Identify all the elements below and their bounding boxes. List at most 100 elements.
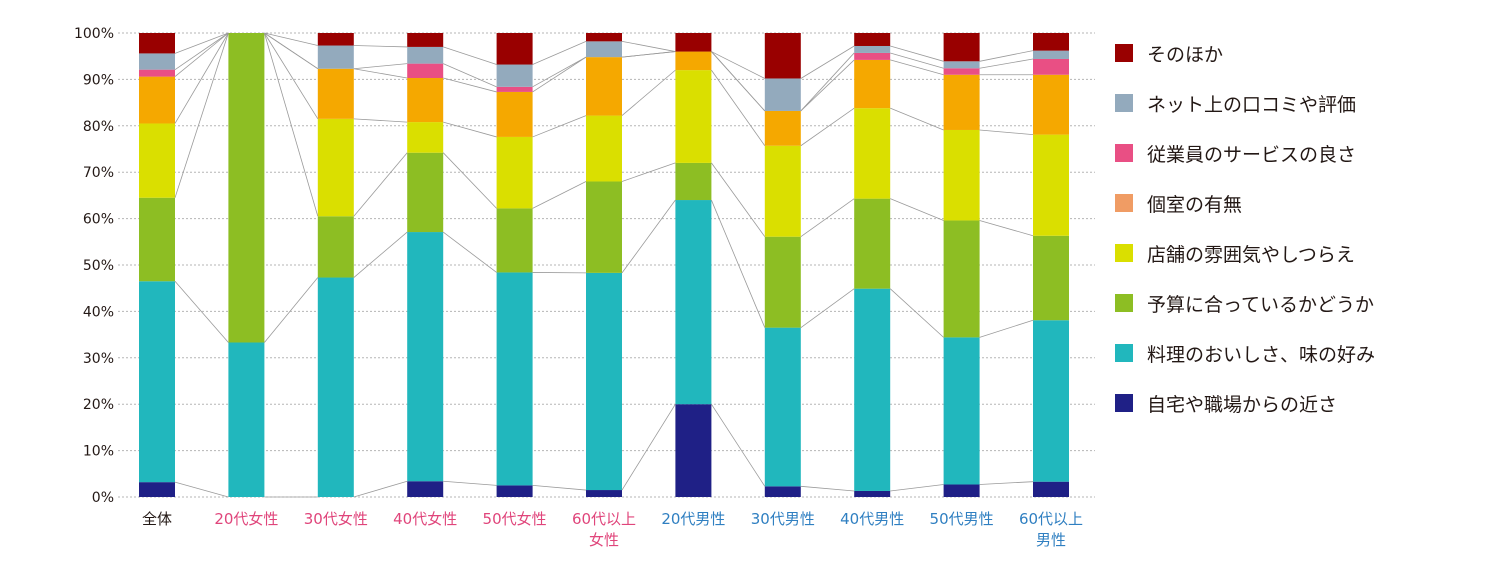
bar-segment-4-s0 — [497, 485, 533, 497]
bar-segment-3-s7 — [407, 33, 443, 47]
connector-0-4 — [175, 33, 228, 77]
connector-8-4 — [890, 60, 943, 75]
bar-segment-8-orange — [854, 60, 890, 108]
connector-5-3 — [622, 70, 675, 115]
legend-item-atmosphere: 店舗の雰囲気やしつらえ — [1115, 228, 1495, 278]
bar-segment-2-s2 — [318, 216, 354, 277]
connector-5-1 — [622, 200, 675, 273]
bar-segment-8-s2 — [854, 199, 890, 289]
connector-8-3 — [890, 108, 943, 130]
bar-segment-5-s1 — [586, 273, 622, 490]
bar-segment-7-s3 — [765, 146, 801, 237]
bar-segment-8-s1 — [854, 289, 890, 491]
connector-4-0 — [533, 485, 586, 490]
bar-segment-4-s7 — [497, 33, 533, 65]
connector-5-6 — [622, 41, 675, 51]
bar-segment-10-s1 — [1033, 320, 1069, 481]
legend-swatch-budget — [1115, 294, 1133, 312]
bar-segment-1-s2 — [228, 33, 264, 342]
bar-segment-4-s5 — [497, 87, 533, 92]
bar-segment-6-orange — [675, 52, 711, 71]
x-tick-label-3: 40代女性 — [393, 510, 457, 528]
y-tick-label-10: 10% — [83, 444, 114, 460]
legend-item-other: そのほか — [1115, 28, 1495, 78]
y-tick-label-0: 0% — [92, 490, 114, 506]
x-tick-label-10-line1: 男性 — [1036, 531, 1066, 549]
legend-item-staff-service: 従業員のサービスの良さ — [1115, 128, 1495, 178]
bar-segment-0-s6 — [139, 53, 175, 69]
x-tick-label-4: 50代女性 — [483, 510, 547, 528]
bar-segment-9-s0 — [944, 484, 980, 497]
connector-4-4 — [533, 57, 586, 92]
legend-item-budget: 予算に合っているかどうか — [1115, 278, 1495, 328]
legend-label-proximity: 自宅や職場からの近さ — [1147, 390, 1337, 417]
connector-2-3 — [354, 119, 407, 122]
y-tick-label-70: 70% — [83, 165, 114, 181]
bar-segment-9-s7 — [944, 33, 980, 61]
bar-segment-2-s7 — [318, 33, 354, 46]
bar-segment-3-s6 — [407, 47, 443, 64]
bar-segment-5-s3 — [586, 116, 622, 182]
bar-segment-9-s3 — [944, 130, 980, 220]
bar-segment-8-s5 — [854, 53, 890, 60]
connector-8-5 — [890, 53, 943, 68]
legend-label-atmosphere: 店舗の雰囲気やしつらえ — [1147, 240, 1355, 267]
connector-5-5 — [622, 52, 675, 58]
connector-1-6 — [264, 33, 317, 46]
connector-0-2 — [175, 33, 228, 198]
bar-segment-0-orange — [139, 77, 175, 124]
bar-segment-0-s0 — [139, 482, 175, 497]
bar-segment-7-s6 — [765, 78, 801, 110]
connector-0-3 — [175, 33, 228, 123]
bar-segment-0-s3 — [139, 123, 175, 197]
bar-segment-5-orange — [586, 57, 622, 115]
bar-segment-7-s2 — [765, 237, 801, 328]
bar-segment-9-s2 — [944, 220, 980, 337]
connector-7-1 — [801, 289, 854, 328]
bar-segment-0-s5 — [139, 70, 175, 77]
bar-segment-0-s1 — [139, 281, 175, 482]
legend-item-private-room: 個室の有無 — [1115, 178, 1495, 228]
connector-9-6 — [980, 51, 1033, 62]
connector-8-2 — [890, 199, 943, 221]
x-tick-label-5-line1: 女性 — [589, 531, 619, 549]
bar-segment-6-s2 — [675, 163, 711, 200]
bar-segment-10-orange — [1033, 75, 1069, 135]
bar-segment-6-s3 — [675, 70, 711, 163]
bar-segment-9-orange — [944, 75, 980, 130]
connector-3-5 — [443, 64, 496, 87]
connector-1-1 — [264, 278, 317, 343]
connector-9-1 — [980, 320, 1033, 337]
bar-segment-3-s0 — [407, 481, 443, 497]
bar-segment-4-s2 — [497, 208, 533, 272]
x-tick-label-1: 20代女性 — [214, 510, 278, 528]
connector-9-2 — [980, 220, 1033, 235]
connector-0-0 — [175, 482, 228, 497]
bar-segment-9-s6 — [944, 61, 980, 68]
connector-3-3 — [443, 122, 496, 137]
bar-segment-10-s0 — [1033, 482, 1069, 497]
legend-swatch-other — [1115, 44, 1133, 62]
y-tick-label-50: 50% — [83, 258, 114, 274]
bar-segment-1-s1 — [228, 342, 264, 497]
legend-swatch-staff-service — [1115, 144, 1133, 162]
legend-item-proximity: 自宅や職場からの近さ — [1115, 378, 1495, 428]
legend-label-online-reviews: ネット上の口コミや評価 — [1147, 90, 1356, 117]
bar-segment-3-s5 — [407, 64, 443, 78]
connector-2-4 — [354, 69, 407, 78]
connector-0-5 — [175, 33, 228, 70]
bar-segment-7-s7 — [765, 33, 801, 78]
legend-label-budget: 予算に合っているかどうか — [1147, 290, 1374, 317]
x-tick-label-6: 20代男性 — [661, 510, 725, 528]
x-tick-label-9: 50代男性 — [930, 510, 994, 528]
bar-segment-3-orange — [407, 78, 443, 122]
bar-segment-2-s6 — [318, 46, 354, 69]
connector-7-0 — [801, 486, 854, 491]
connector-3-0 — [443, 481, 496, 485]
bar-segment-8-s7 — [854, 33, 890, 46]
connector-2-1 — [354, 232, 407, 277]
bar-segment-8-s0 — [854, 491, 890, 497]
legend-label-other: そのほか — [1147, 40, 1223, 67]
connector-6-2 — [711, 163, 764, 237]
